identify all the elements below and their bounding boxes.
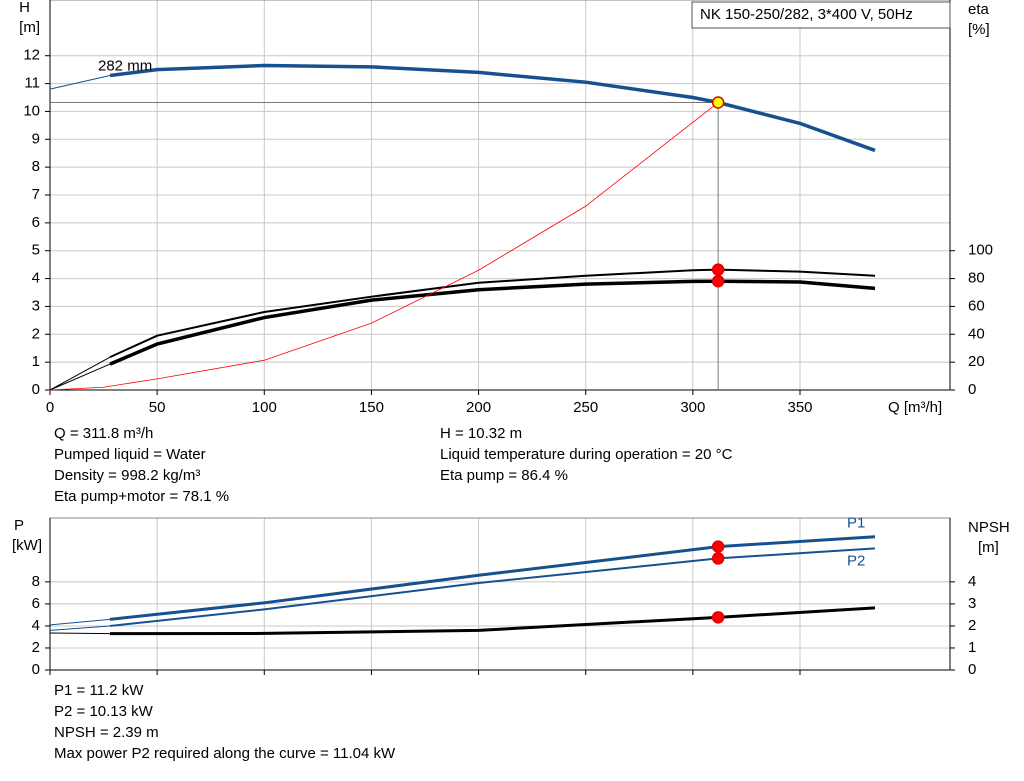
y-tick-label: 3 <box>32 297 40 314</box>
curve <box>109 547 876 627</box>
y2-tick-label: 20 <box>968 353 985 370</box>
info-text: Q = 311.8 m³/h <box>54 425 153 442</box>
x-tick-label: 250 <box>573 399 598 416</box>
curve <box>109 268 876 359</box>
series-label: P1 <box>847 515 865 532</box>
y-tick-label: 11 <box>24 75 40 92</box>
info-text: NPSH = 2.39 m <box>54 724 159 741</box>
info-text: Max power P2 required along the curve = … <box>54 745 396 762</box>
y-tick-label: 2 <box>32 639 40 656</box>
y-tick-label: 6 <box>32 595 40 612</box>
operating-point <box>711 540 725 553</box>
info-text: P2 = 10.13 kW <box>54 703 154 720</box>
x-tick-label: 0 <box>46 399 54 416</box>
y2-axis-label: NPSH <box>968 519 1010 536</box>
y-axis-label: P <box>14 517 24 534</box>
y-tick-label: 4 <box>32 270 40 287</box>
y-axis-unit: [kW] <box>12 537 42 554</box>
operating-point <box>711 611 725 624</box>
y2-tick-label: 3 <box>968 595 976 612</box>
series-label: 282 mm <box>98 57 152 74</box>
title-box <box>691 1 951 29</box>
y-axis-unit: [m] <box>19 19 40 36</box>
y-tick-label: 5 <box>32 242 40 259</box>
y2-tick-label: 1 <box>968 639 976 656</box>
y-tick-label: 0 <box>32 661 40 678</box>
y2-tick-label: 100 <box>968 242 993 259</box>
info-text: P1 = 11.2 kW <box>54 682 144 699</box>
y2-axis-label: eta <box>968 1 990 18</box>
curve-extension <box>49 632 111 635</box>
y-tick-label: 12 <box>23 47 40 64</box>
info-text: Eta pump = 86.4 % <box>440 467 568 484</box>
x-tick-label: 100 <box>252 399 277 416</box>
y-axis-label: H <box>19 0 30 16</box>
operating-point <box>711 263 725 276</box>
x-tick-label: 150 <box>359 399 384 416</box>
y2-tick-label: 40 <box>968 325 985 342</box>
operating-point <box>711 274 725 288</box>
y2-tick-label: 2 <box>968 617 976 634</box>
y-tick-label: 8 <box>32 158 40 175</box>
y-tick-label: 4 <box>32 617 40 634</box>
info-text: Density = 998.2 kg/m³ <box>54 467 200 484</box>
curve-extension <box>49 625 111 631</box>
info-text: Liquid temperature during operation = 20… <box>440 446 733 463</box>
y2-tick-label: 80 <box>968 270 985 287</box>
curve <box>49 102 719 391</box>
curve-extension <box>49 618 111 626</box>
x-tick-label: 50 <box>149 399 166 416</box>
curve <box>109 279 876 366</box>
x-tick-label: 300 <box>680 399 705 416</box>
y-tick-label: 0 <box>32 381 40 398</box>
x-axis-label: Q [m³/h] <box>888 399 942 416</box>
y2-axis-unit: [m] <box>978 539 999 556</box>
curve <box>109 63 876 153</box>
y-tick-label: 6 <box>32 214 40 231</box>
info-text: H = 10.32 m <box>440 425 522 442</box>
curve <box>109 535 876 621</box>
info-text: Eta pump+motor = 78.1 % <box>54 488 229 505</box>
y-tick-label: 7 <box>32 186 40 203</box>
x-tick-label: 350 <box>787 399 812 416</box>
y2-axis-unit: [%] <box>968 21 990 38</box>
chart-title: NK 150-250/282, 3*400 V, 50Hz <box>700 6 913 23</box>
curve-extension <box>49 75 111 90</box>
curve-extension <box>49 363 111 391</box>
y-tick-label: 2 <box>32 325 40 342</box>
y2-tick-label: 60 <box>968 297 985 314</box>
y2-tick-label: 0 <box>968 381 976 398</box>
y-tick-label: 8 <box>32 573 40 590</box>
operating-point <box>711 96 725 109</box>
y-tick-label: 10 <box>23 102 40 119</box>
y-tick-label: 9 <box>32 130 40 147</box>
x-tick-label: 200 <box>466 399 491 416</box>
curve-extension <box>49 356 111 391</box>
y2-tick-label: 4 <box>968 573 976 590</box>
info-text: Pumped liquid = Water <box>54 446 206 463</box>
y2-tick-label: 0 <box>968 661 976 678</box>
y-tick-label: 1 <box>32 353 40 370</box>
series-label: P2 <box>847 552 865 569</box>
operating-point <box>711 552 725 565</box>
curve <box>109 606 876 636</box>
